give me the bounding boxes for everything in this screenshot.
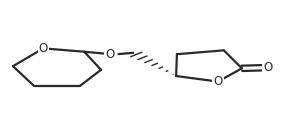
Text: O: O xyxy=(263,61,272,74)
Text: O: O xyxy=(105,48,115,61)
Text: O: O xyxy=(39,42,48,55)
Text: O: O xyxy=(213,75,223,88)
